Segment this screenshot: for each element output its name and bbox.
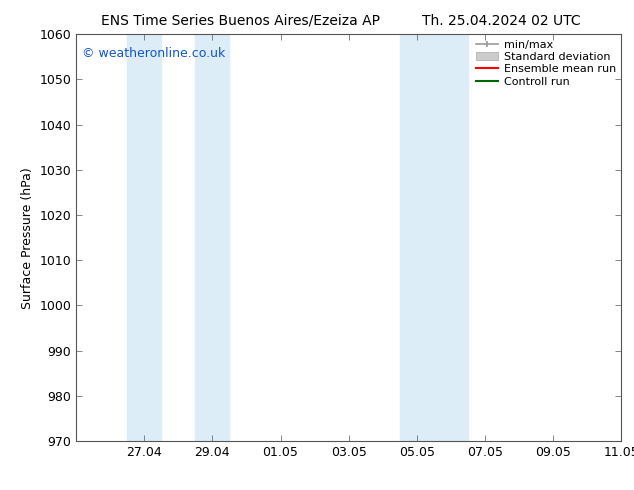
Legend: min/max, Standard deviation, Ensemble mean run, Controll run: min/max, Standard deviation, Ensemble me… <box>476 40 616 87</box>
Bar <box>434 34 468 441</box>
Y-axis label: Surface Pressure (hPa): Surface Pressure (hPa) <box>21 167 34 309</box>
Bar <box>127 34 161 441</box>
Bar <box>400 34 434 441</box>
Text: Th. 25.04.2024 02 UTC: Th. 25.04.2024 02 UTC <box>422 14 580 28</box>
Text: © weatheronline.co.uk: © weatheronline.co.uk <box>82 47 225 59</box>
Bar <box>195 34 230 441</box>
Text: ENS Time Series Buenos Aires/Ezeiza AP: ENS Time Series Buenos Aires/Ezeiza AP <box>101 14 380 28</box>
